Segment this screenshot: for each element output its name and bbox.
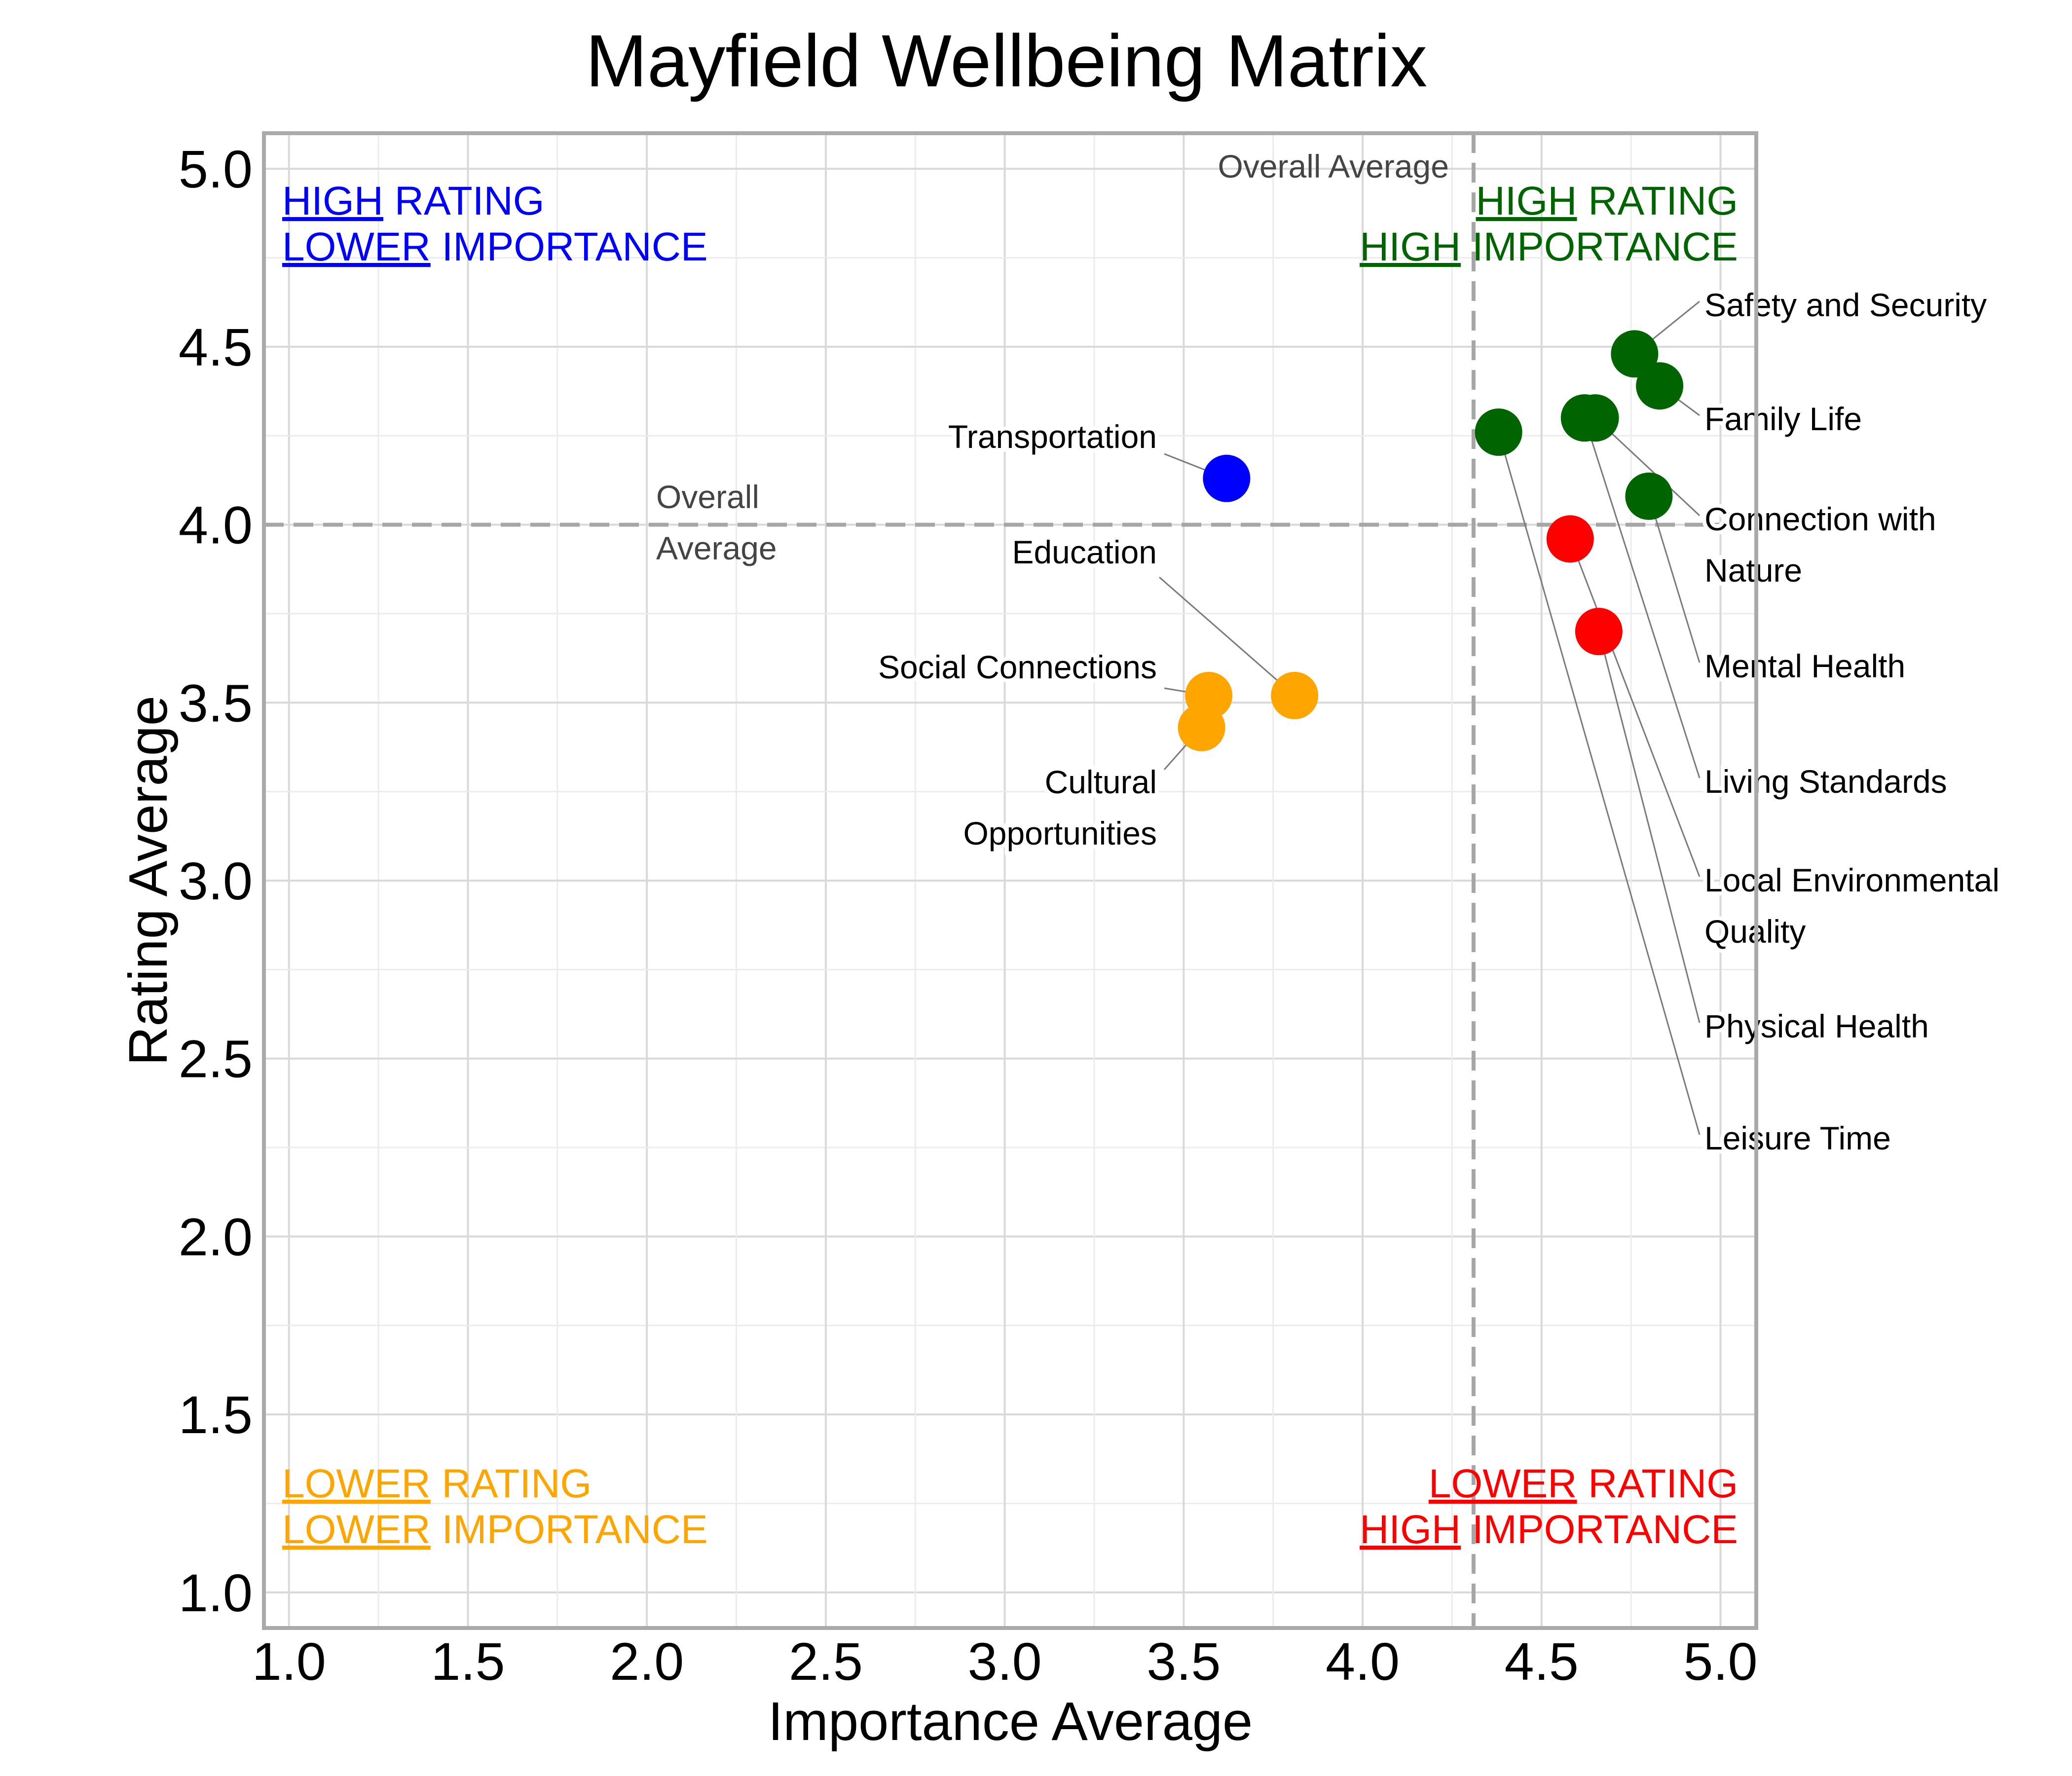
- quadrant-label-top-left: HIGH RATING: [282, 179, 544, 223]
- x-axis-tick-labels: 1.0 1.5 2.0 2.5 3.0 3.5 4.0 4.5 5.0: [252, 1631, 1758, 1691]
- quadrant-label-underlined-word: HIGH: [1476, 179, 1577, 223]
- data-point: [1271, 671, 1319, 719]
- x-tick-label: 3.0: [968, 1631, 1042, 1691]
- point-label: Opportunities: [963, 815, 1157, 851]
- data-point: [1203, 454, 1251, 502]
- quadrant-label-bottom-left: LOWER IMPORTANCE: [282, 1507, 708, 1552]
- y-tick-label: 2.0: [179, 1207, 253, 1266]
- quadrant-label-underlined-word: LOWER: [1429, 1461, 1577, 1506]
- quadrant-label-underlined-word: LOWER: [282, 1461, 431, 1506]
- data-point: [1625, 472, 1673, 520]
- data-point: [1475, 408, 1522, 456]
- quadrant-label-top-left: LOWER IMPORTANCE: [282, 224, 708, 269]
- quadrant-label-top-right: HIGH RATING: [1476, 179, 1738, 223]
- quadrant-label-rest: IMPORTANCE: [1461, 1507, 1738, 1552]
- quadrant-label-rest: IMPORTANCE: [431, 1507, 708, 1552]
- quadrant-label-underlined-word: LOWER: [282, 224, 431, 269]
- y-tick-label: 3.0: [179, 851, 253, 911]
- x-axis-label: Importance Average: [768, 1691, 1253, 1752]
- average-label-rating: Overall: [656, 479, 759, 515]
- data-point: [1611, 330, 1659, 378]
- point-label: Family Life: [1704, 401, 1862, 437]
- point-label: Social Connections: [878, 649, 1157, 685]
- point-label: Local Environmental: [1704, 862, 1999, 898]
- point-label: Connection with: [1704, 501, 1936, 537]
- quadrant-label-rest: RATING: [1577, 1461, 1738, 1506]
- data-points: [1178, 330, 1684, 751]
- average-label-rating: Average: [656, 530, 777, 566]
- point-label: Cultural: [1045, 764, 1157, 800]
- data-point: [1560, 394, 1608, 442]
- quadrant-label-top-right: HIGH IMPORTANCE: [1360, 224, 1738, 269]
- x-tick-label: 1.5: [431, 1631, 505, 1691]
- overall-average-lines: Overall Average Overall Average: [264, 133, 1756, 1628]
- leader-line: [1159, 576, 1295, 696]
- quadrant-label-underlined-word: HIGH: [282, 179, 383, 223]
- point-label: Safety and Security: [1704, 287, 1987, 323]
- leader-line: [1498, 432, 1701, 1135]
- point-label: Living Standards: [1704, 763, 1947, 800]
- x-tick-label: 1.0: [252, 1631, 326, 1691]
- data-point: [1178, 703, 1225, 751]
- point-label: Education: [1012, 534, 1157, 570]
- leader-line: [1648, 496, 1701, 663]
- x-tick-label: 4.5: [1505, 1631, 1579, 1691]
- y-tick-label: 1.5: [179, 1385, 253, 1444]
- point-label: Leisure Time: [1704, 1120, 1891, 1156]
- quadrant-label-rest: RATING: [1577, 179, 1738, 223]
- x-tick-label: 2.0: [610, 1631, 684, 1691]
- point-label: Transportation: [948, 418, 1157, 455]
- leader-line: [1569, 538, 1701, 877]
- x-tick-label: 2.5: [789, 1631, 863, 1691]
- leader-line: [1584, 417, 1701, 778]
- data-point: [1546, 515, 1594, 563]
- y-tick-label: 4.5: [179, 317, 253, 377]
- quadrant-label-rest: IMPORTANCE: [431, 224, 708, 269]
- quadrant-label-underlined-word: HIGH: [1360, 224, 1461, 269]
- label-leader-lines: [1159, 300, 1701, 1135]
- y-tick-label: 2.5: [179, 1029, 253, 1089]
- x-tick-label: 4.0: [1326, 1631, 1400, 1691]
- plot-frame: [262, 131, 1758, 1630]
- y-tick-label: 3.5: [179, 673, 253, 733]
- average-label-importance: Overall Average: [1218, 148, 1449, 185]
- point-labels: Safety and Security Family Life Connection…: [874, 283, 2003, 1160]
- chart-title: Mayfield Wellbeing Matrix: [586, 19, 1427, 102]
- data-point: [1636, 362, 1684, 410]
- quadrant-label-bottom-left: LOWER RATING: [282, 1461, 592, 1506]
- quadrant-label-rest: RATING: [383, 179, 544, 223]
- leader-line: [1598, 631, 1701, 1023]
- y-tick-label: 5.0: [179, 139, 253, 199]
- quadrant-label-underlined-word: HIGH: [1360, 1507, 1461, 1552]
- point-label: Nature: [1704, 552, 1802, 589]
- data-point: [1575, 608, 1623, 655]
- point-label: Mental Health: [1704, 648, 1905, 684]
- quadrant-label-bottom-right: LOWER RATING: [1429, 1461, 1738, 1506]
- leader-line: [1594, 417, 1701, 517]
- point-label: Physical Health: [1704, 1008, 1929, 1044]
- y-axis-label: Rating Average: [118, 696, 179, 1066]
- quadrant-label-rest: IMPORTANCE: [1461, 224, 1738, 269]
- y-axis-tick-labels: 1.0 1.5 2.0 2.5 3.0 3.5 4.0 4.5 5.0: [179, 139, 253, 1623]
- quadrant-label-rest: RATING: [431, 1461, 592, 1506]
- quadrant-label-bottom-right: HIGH IMPORTANCE: [1360, 1507, 1738, 1552]
- quadrant-label-underlined-word: LOWER: [282, 1507, 431, 1552]
- y-tick-label: 4.0: [179, 495, 253, 555]
- y-tick-label: 1.0: [179, 1563, 253, 1623]
- x-tick-label: 3.5: [1147, 1631, 1221, 1691]
- x-tick-label: 5.0: [1683, 1631, 1757, 1691]
